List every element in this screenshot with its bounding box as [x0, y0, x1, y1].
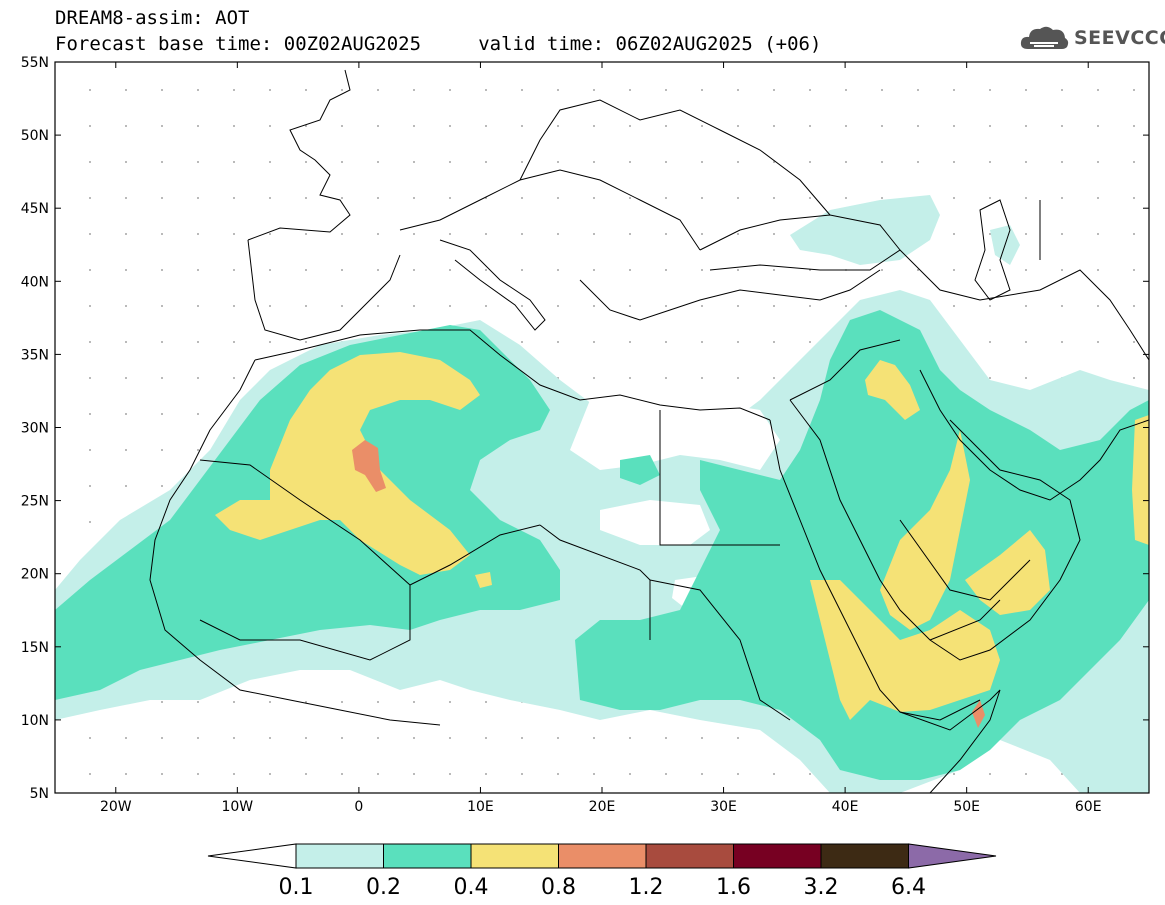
colorbar-label: 0.2 [366, 875, 401, 900]
coast-red-sea [769, 419, 981, 721]
colorbar-label: 3.2 [804, 875, 839, 900]
colorbar-label: 0.4 [454, 875, 489, 900]
lat-tick-label: 15N [21, 640, 49, 656]
aot-band-0.2-spot [620, 455, 660, 485]
aot-band-0.4-arabia [880, 430, 970, 630]
title-line-1: DREAM8-assim: AOT [55, 7, 250, 29]
lon-axis: 20W 10W 0 10E 20E 30E 40E 50E 60E [100, 62, 1102, 815]
border-libya-egypt [539, 410, 780, 640]
aot-band-0.4-iraq [865, 360, 920, 420]
colorbar-box [733, 843, 822, 869]
lon-tick-label: 60E [1075, 799, 1102, 815]
border-sahara-1 [199, 459, 541, 586]
aot-band-0.4-yemen [810, 580, 1000, 720]
seevccc-logo: SEEVCCC [1018, 22, 1165, 54]
colorbar-label: 0.8 [541, 875, 576, 900]
lat-tick-label: 55N [21, 55, 49, 71]
coast-italy [439, 239, 546, 331]
coast-horn [899, 689, 1001, 793]
lat-tick-label: 45N [21, 201, 49, 217]
border-sudan [649, 579, 791, 721]
colorbar-box [470, 843, 559, 869]
coast-africa-west [149, 359, 441, 726]
colorbar-label: 6.4 [891, 875, 926, 900]
coast-africa-north [254, 329, 771, 421]
lat-tick-label: 30N [21, 421, 49, 437]
colorbar-box [383, 843, 472, 869]
colorbar-box [558, 843, 647, 869]
logo-text: SEEVCCC [1074, 27, 1165, 49]
lat-tick-label: 5N [30, 786, 49, 802]
coastlines [149, 69, 1149, 793]
lat-axis: 55N 50N 45N 40N 35N 30N 25N 20N 15N 10N 5N [21, 55, 1149, 802]
coast-iberia [247, 239, 401, 341]
lat-tick-label: 35N [21, 347, 49, 363]
lon-tick-label: 50E [953, 799, 980, 815]
coast-black-sea [699, 214, 901, 271]
colorbar-label: 1.2 [629, 875, 664, 900]
aot-band-0.8-somalia [972, 700, 985, 728]
coast-arabia [789, 399, 1081, 661]
lon-tick-label: 20W [100, 799, 132, 815]
lon-tick-label: 10W [221, 799, 253, 815]
lon-tick-label: 0 [354, 799, 363, 815]
lon-tick-label: 40E [832, 799, 859, 815]
border-iran [899, 200, 1149, 361]
coast-caspian [974, 199, 1011, 301]
lat-tick-label: 10N [21, 713, 49, 729]
lon-tick-label: 20E [589, 799, 616, 815]
colorbar-box [820, 843, 909, 869]
colorbar: 0.1 0.2 0.4 0.8 1.2 1.6 3.2 6.4 [207, 843, 997, 900]
aot-band-0.4-iran [1132, 415, 1149, 545]
lat-tick-label: 40N [21, 274, 49, 290]
border-europe [399, 99, 831, 251]
aot-band-0.8-sahara [352, 440, 386, 492]
colorbar-arrow-high [908, 843, 997, 869]
lat-tick-label: 50N [21, 128, 49, 144]
lat-tick-label: 25N [21, 494, 49, 510]
coast-europe-west [247, 69, 351, 241]
aot-gap-libya [570, 395, 780, 470]
coast-persian-gulf [919, 369, 1149, 501]
coast-greece-turkey [579, 269, 881, 321]
lat-tick-label: 20N [21, 567, 49, 583]
colorbar-label: 1.6 [716, 875, 751, 900]
title-line-2: Forecast base time: 00Z02AUG2025 valid t… [55, 33, 822, 55]
aot-gap-sahara [600, 500, 710, 545]
cloud-logo-icon [1020, 26, 1069, 49]
border-arabia [789, 339, 1031, 641]
border-sahara-2 [199, 585, 411, 661]
colorbar-arrow-low [207, 843, 297, 869]
aot-band-0.4-spot [475, 572, 492, 588]
colorbar-box [645, 843, 734, 869]
lon-tick-label: 30E [710, 799, 737, 815]
colorbar-box [295, 843, 384, 869]
aot-band-0.4 [215, 352, 480, 575]
colorbar-label: 0.1 [279, 875, 314, 900]
lon-tick-label: 10E [467, 799, 494, 815]
aot-band-0.4-oman [965, 530, 1050, 615]
